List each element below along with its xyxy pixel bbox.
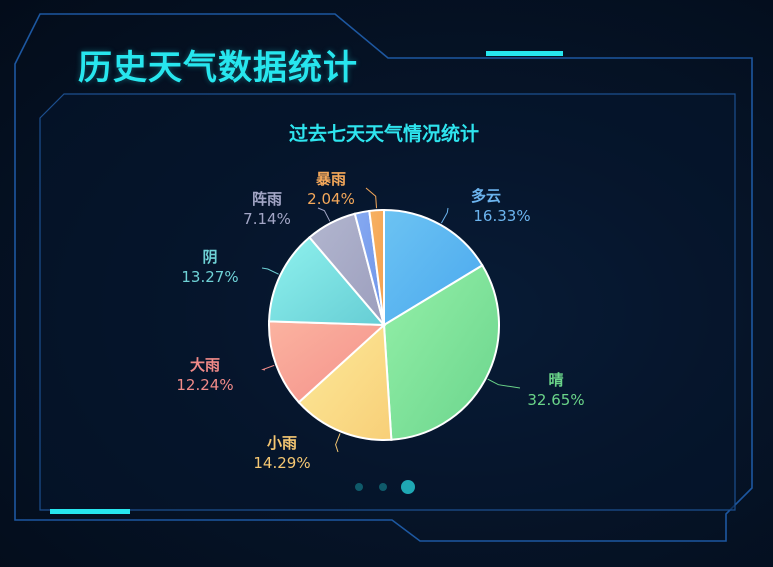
label-line-晴 xyxy=(487,378,521,389)
chart-title: 过去七天天气情况统计 xyxy=(289,122,479,145)
label-line-大雨 xyxy=(261,364,275,371)
slice-percent-阴: 13.27% xyxy=(181,268,238,286)
label-line-暴雨 xyxy=(365,187,377,209)
slice-percent-暴雨: 2.04% xyxy=(307,190,355,208)
slice-label-大雨: 大雨 xyxy=(190,356,220,374)
label-line-阴 xyxy=(261,267,279,275)
slice-percent-多云: 16.33% xyxy=(473,207,530,225)
pie-slice-大雨[interactable] xyxy=(268,320,387,404)
outer-frame-border xyxy=(14,13,753,542)
pie-slice-阴[interactable] xyxy=(268,236,387,327)
label-line-小雨 xyxy=(335,433,341,453)
slice-label-多云: 多云 xyxy=(471,187,501,205)
slice-percent-大雨: 12.24% xyxy=(176,376,233,394)
slice-percent-阵雨: 7.14% xyxy=(243,210,291,228)
carousel-dot-3[interactable] xyxy=(401,480,415,494)
page-title: 历史天气数据统计 xyxy=(78,48,358,88)
label-line-阵雨 xyxy=(317,207,331,222)
carousel-dot-2[interactable] xyxy=(379,483,387,491)
slice-label-晴: 晴 xyxy=(548,371,563,389)
pie-slice-多云[interactable] xyxy=(383,208,484,327)
accent-bar-bottom xyxy=(50,509,130,514)
slice-percent-晴: 32.65% xyxy=(527,391,584,409)
carousel-dot-1[interactable] xyxy=(355,483,363,491)
pie-slice-暴雨[interactable] xyxy=(368,208,385,326)
slice-label-小雨: 小雨 xyxy=(267,434,297,452)
slice-label-阵雨: 阵雨 xyxy=(252,190,282,208)
accent-bar-top xyxy=(486,51,563,56)
pie-slice-晴[interactable] xyxy=(382,264,500,441)
pie-slice-小雨[interactable] xyxy=(297,322,393,441)
label-line-多云 xyxy=(440,207,449,224)
slice-label-阴: 阴 xyxy=(202,248,217,266)
slice-label-暴雨: 暴雨 xyxy=(316,170,346,188)
slice-percent-小雨: 14.29% xyxy=(253,454,310,472)
